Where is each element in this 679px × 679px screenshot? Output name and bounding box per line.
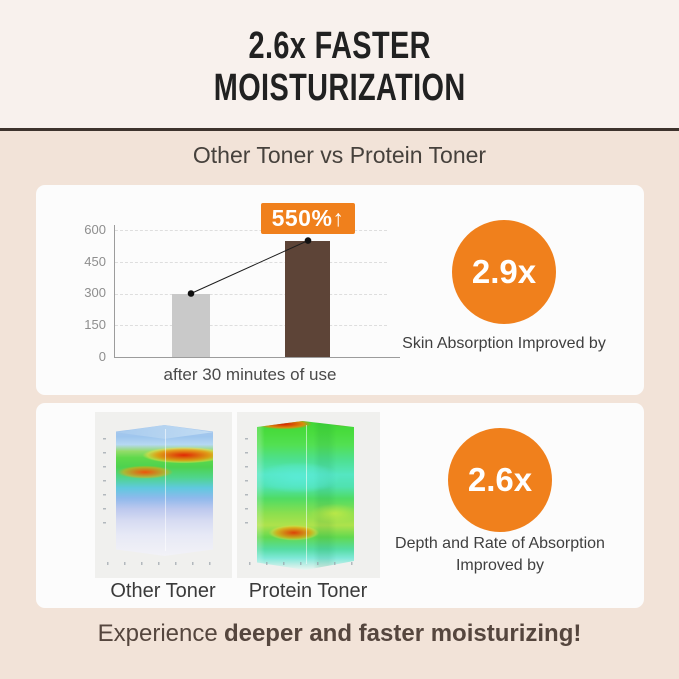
heatmap-cube-other-toner <box>116 425 213 556</box>
absorption-chart-card: 600 450 300 150 0 550%↑ afte <box>36 185 644 395</box>
y-tick-150: 150 <box>84 317 106 332</box>
page-title-line2: MOISTURIZATION <box>213 67 466 109</box>
label-other-toner: Other Toner <box>110 580 216 602</box>
page-title: 2.6x FASTER MOISTURIZATION <box>174 25 505 109</box>
heatmap-axis-ticks <box>107 562 219 565</box>
footer-tagline-regular: Experience <box>97 620 218 647</box>
y-axis-line <box>114 225 115 357</box>
gridline <box>115 230 387 231</box>
y-tick-450: 450 <box>84 254 106 269</box>
stat-circle-2-9x: 2.9x <box>452 220 556 324</box>
bar-chart-plot <box>115 230 387 357</box>
heatmap-cube-protein-toner <box>257 421 354 570</box>
body-section: Other Toner vs Protein Toner 600 450 300… <box>0 131 679 679</box>
increase-badge: 550%↑ <box>261 203 355 234</box>
heatmap-panel-protein-toner <box>237 412 380 578</box>
gridline <box>115 293 387 295</box>
comparison-subtitle: Other Toner vs Protein Toner <box>192 142 487 168</box>
y-tick-600: 600 <box>84 222 106 237</box>
gridline <box>115 261 387 263</box>
depth-scan-card: Other Toner Protein Toner 2.6x Depth and… <box>36 403 644 608</box>
heatmap-panel-other-toner <box>95 412 232 578</box>
stat-circle-2-6x: 2.6x <box>448 428 552 532</box>
footer-tagline-bold: deeper and faster moisturizing! <box>223 620 582 647</box>
stat-caption-depth-line2: Improved by <box>455 557 545 574</box>
stat-caption-depth-line1: Depth and Rate of Absorption <box>395 535 605 552</box>
heatmap-axis-ticks <box>249 562 361 565</box>
header-section: 2.6x FASTER MOISTURIZATION <box>0 0 679 128</box>
y-tick-0: 0 <box>98 349 106 364</box>
footer-tagline: Experience deeper and faster moisturizing… <box>0 620 679 648</box>
x-axis-line <box>114 357 400 358</box>
y-tick-300: 300 <box>84 285 106 300</box>
label-protein-toner: Protein Toner <box>248 580 368 602</box>
x-axis-caption: after 30 minutes of use <box>163 365 337 384</box>
page-title-line1: 2.6x FASTER <box>248 25 431 67</box>
bar-other-toner <box>172 293 210 357</box>
stat-caption-absorption: Skin Absorption Improved by <box>402 335 606 352</box>
heatmap-axis-ticks <box>245 438 248 536</box>
gridline <box>115 325 387 327</box>
heatmap-axis-ticks <box>103 438 106 536</box>
bar-protein-toner <box>285 240 330 357</box>
section-divider <box>0 128 679 131</box>
